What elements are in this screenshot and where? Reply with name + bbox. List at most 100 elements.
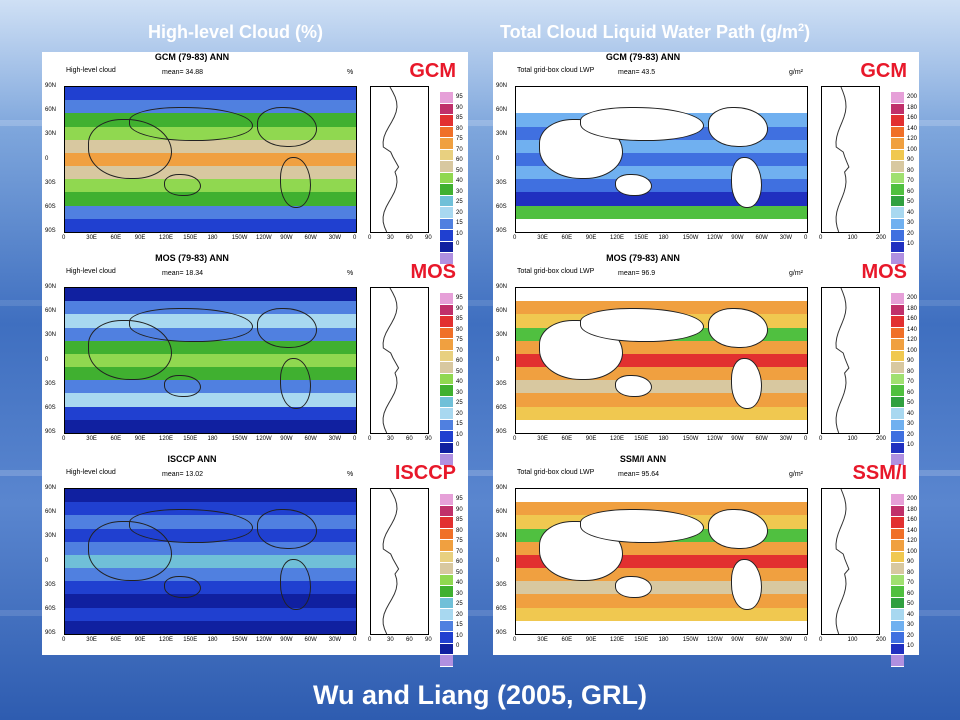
colorbar-swatch — [891, 115, 904, 127]
colorbar-swatch — [891, 643, 904, 655]
colorbar — [440, 92, 453, 265]
background-streak — [0, 120, 960, 126]
longitude-tick-label: 60E — [110, 637, 122, 643]
longitude-tick-label: 60E — [110, 436, 122, 442]
latitude-tick-label: 60S — [45, 605, 56, 612]
colorbar-swatch — [891, 253, 904, 265]
background-streak — [0, 470, 960, 476]
latitude-tick-label: 0 — [496, 356, 500, 363]
map-plot — [515, 86, 808, 233]
colorbar-swatch — [440, 517, 453, 529]
longitude-tick-label: 120W — [256, 637, 272, 643]
colorbar-tick-label: 200 — [907, 496, 918, 502]
colorbar-tick-label: 40 — [907, 611, 914, 618]
background-streak — [0, 300, 960, 306]
citation-footer: Wu and Liang (2005, GRL) — [312, 680, 648, 710]
longitude-tick-label: 120E — [610, 235, 625, 241]
colorbar-tick-label: 40 — [907, 209, 914, 216]
colorbar-tick-label: 90 — [456, 104, 463, 111]
colorbar — [891, 92, 904, 265]
colorbar-tick-label: 85 — [456, 517, 463, 523]
longitude-tick-label: 0 — [353, 235, 357, 241]
latitude-tick-label: 30N — [496, 332, 508, 339]
colorbar-swatch — [891, 574, 904, 586]
latitude-tick-label: 0 — [496, 155, 500, 162]
panel-model-label: GCM — [860, 60, 907, 82]
panel-mean: mean= 43.5 — [618, 69, 656, 76]
latitude-tick-label: 60S — [45, 404, 56, 411]
colorbar-tick-label: 85 — [456, 115, 463, 121]
colorbar-swatch — [891, 230, 904, 242]
latitude-tick-label: 90N — [45, 284, 57, 290]
colorbar-swatch — [440, 431, 453, 443]
colorbar-tick-label: 70 — [456, 146, 463, 153]
colorbar-tick-label: 25 — [456, 400, 463, 406]
right-column-title: Total Cloud Liquid Water Path (g/m2) — [500, 22, 811, 42]
panel-mean: mean= 13.02 — [162, 471, 204, 478]
colorbar-swatch — [440, 586, 453, 598]
panel-title: GCM (79-83) ANN — [154, 52, 230, 62]
longitude-tick-label: 150W — [682, 436, 699, 442]
colorbar-tick-label: 50 — [907, 400, 914, 406]
profile-tick-label: 200 — [876, 637, 887, 643]
longitude-tick-label: 120W — [707, 637, 723, 643]
longitude-tick-label: 30W — [779, 436, 793, 442]
colorbar-swatch — [440, 195, 453, 207]
colorbar-swatch — [891, 362, 904, 374]
colorbar-tick-label: 90 — [456, 305, 463, 312]
panel-unit: g/m² — [789, 69, 803, 76]
colorbar-tick-label: 30 — [907, 220, 914, 226]
profile-tick-label: 200 — [876, 436, 887, 442]
colorbar-tick-label: 80 — [456, 527, 463, 534]
longitude-tick-label: 150W — [682, 637, 699, 643]
latitude-tick-label: 30N — [45, 131, 57, 138]
colorbar-tick-label: 15 — [456, 220, 463, 226]
colorbar-tick-label: 85 — [456, 316, 463, 322]
profile-tick-label: 100 — [847, 637, 858, 643]
latitude-tick-label: 30S — [496, 581, 507, 588]
longitude-tick-label: 90E — [134, 637, 146, 643]
map-panel-mos: MOS (79-83) ANN High-level cloud mean= 18.… — [42, 253, 468, 466]
panel-mean: mean= 96.9 — [618, 270, 656, 277]
colorbar-tick-label: 95 — [456, 496, 463, 502]
continent-outline — [280, 156, 312, 208]
colorbar-tick-label: 50 — [456, 167, 463, 174]
colorbar-tick-label: 160 — [907, 517, 918, 523]
continent-outline — [731, 357, 763, 409]
longitude-tick-label: 30W — [328, 235, 342, 241]
latitude-tick-label: 0 — [45, 557, 49, 564]
profile-curve — [835, 287, 850, 434]
colorbar — [891, 293, 904, 466]
contour-band — [65, 594, 356, 609]
colorbar-swatch — [891, 92, 904, 104]
colorbar-swatch — [440, 115, 453, 127]
profile-tick-label: 0 — [368, 436, 372, 442]
continent-outline — [257, 509, 318, 549]
colorbar-swatch — [440, 184, 453, 196]
colorbar-swatch — [440, 574, 453, 586]
colorbar-swatch — [440, 597, 453, 609]
longitude-tick-label: 30W — [779, 235, 793, 241]
longitude-tick-label: 0 — [804, 235, 808, 241]
colorbar-tick-label: 200 — [907, 94, 918, 100]
colorbar-tick-label: 120 — [907, 337, 918, 343]
longitude-tick-label: 150E — [634, 235, 649, 241]
longitude-tick-label: 30E — [537, 436, 548, 442]
profile-tick-label: 60 — [406, 436, 413, 442]
zonal-mean-profile — [370, 86, 429, 233]
contour-band — [65, 419, 356, 433]
longitude-tick-label: 90W — [731, 637, 744, 643]
continent-outline — [129, 107, 254, 142]
panel-model-label: ISCCP — [394, 462, 456, 484]
colorbar-swatch — [891, 138, 904, 150]
profile-tick-label: 100 — [847, 436, 858, 442]
latitude-tick-label: 60S — [496, 203, 507, 210]
colorbar-tick-label: 90 — [907, 358, 914, 364]
profile-tick-label: 0 — [368, 235, 372, 241]
longitude-tick-label: 150W — [231, 436, 248, 442]
contour-band — [516, 594, 807, 609]
colorbar-tick-label: 10 — [456, 632, 463, 639]
colorbar-tick-label: 60 — [907, 188, 914, 195]
longitude-tick-label: 120W — [707, 436, 723, 442]
colorbar-swatch — [891, 494, 904, 506]
